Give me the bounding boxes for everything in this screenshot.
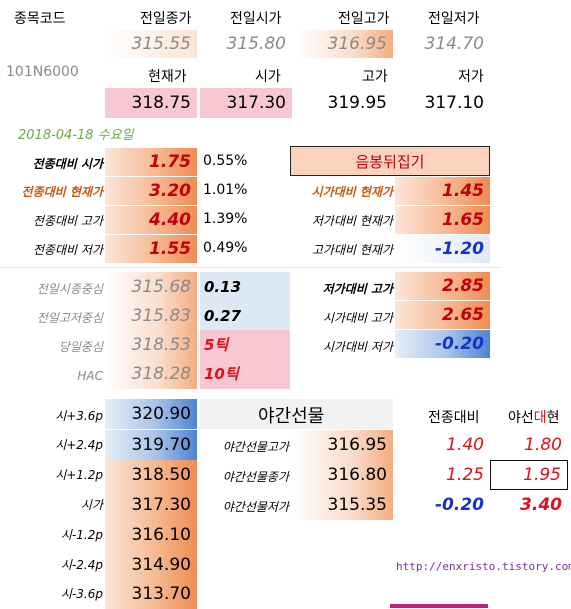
night-col-gap: 야선대현 <box>508 410 560 426</box>
vs-prev-pct-2: 1.39% <box>203 211 248 227</box>
night-col-prev: 전종대비 <box>428 410 480 426</box>
vs-prev-label-3: 전종대비 저가 <box>32 243 103 257</box>
code-label: 종목코드 <box>14 11 66 27</box>
vs-prev-pct-1: 1.01% <box>203 182 248 198</box>
candle-label-1: 저가대비 현재가 <box>311 214 393 228</box>
prev-low-value: 314.70 <box>424 34 484 54</box>
night-value-0: 316.95 <box>292 430 393 460</box>
high-value: 319.95 <box>327 93 387 113</box>
night-value-2: 315.35 <box>292 490 393 520</box>
range-label-2: 시가대비 저가 <box>322 340 393 354</box>
center-extra-2: 5틱 <box>200 330 290 360</box>
open-value: 317.30 <box>200 88 292 118</box>
current-label: 현재가 <box>148 69 187 85</box>
open-label: 시가 <box>255 69 281 85</box>
level-value-4: 316.10 <box>105 520 197 550</box>
level-label-5: 시-2.4p <box>60 558 103 572</box>
vs-prev-pct-0: 0.55% <box>203 153 248 169</box>
vs-prev-pct-3: 0.49% <box>203 240 248 256</box>
prev-low-label: 전일저가 <box>428 11 480 27</box>
center-label-0: 전일시종중심 <box>36 282 103 296</box>
high-label: 고가 <box>362 69 388 85</box>
vs-prev-value-1: 3.20 <box>105 177 197 205</box>
candle-value-0: 1.45 <box>395 177 490 205</box>
night-label-1: 야간선물종가 <box>222 470 289 484</box>
level-label-1: 시+2.4p <box>55 438 103 452</box>
prev-open-value: 315.80 <box>226 34 286 54</box>
level-value-5: 314.90 <box>105 550 197 580</box>
night-label-0: 야간선물고가 <box>222 440 289 454</box>
range-value-0: 2.85 <box>395 272 490 300</box>
prev-close-value: 315.55 <box>105 30 197 58</box>
vs-prev-label-1: 전종대비 현재가 <box>21 185 103 199</box>
center-value-3: 318.28 <box>105 359 197 389</box>
level-value-6: 313.70 <box>105 579 197 609</box>
night-vs-prev-2: -0.20 <box>435 495 484 515</box>
level-value-1: 319.70 <box>105 430 197 460</box>
vs-prev-label-0: 전종대비 시가 <box>32 157 103 171</box>
night-value-1: 316.80 <box>292 460 393 490</box>
night-vs-prev-1: 1.25 <box>446 465 484 485</box>
current-value: 318.75 <box>105 88 197 118</box>
center-extra-3: 10틱 <box>200 359 290 389</box>
level-label-0: 시+3.6p <box>55 409 103 423</box>
prev-high-value: 316.95 <box>297 30 393 58</box>
prev-high-label: 전일고가 <box>338 11 390 27</box>
date-text: 2018-04-18 수요일 <box>18 128 134 143</box>
center-extra-1: 0.27 <box>200 301 290 331</box>
center-value-0: 315.68 <box>105 272 197 302</box>
low-value: 317.10 <box>424 93 484 113</box>
range-label-1: 시가대비 고가 <box>322 311 393 325</box>
divider <box>0 267 500 268</box>
center-label-1: 전일고저중심 <box>36 311 103 325</box>
level-value-3: 317.30 <box>105 490 197 520</box>
vs-prev-value-2: 4.40 <box>105 206 197 234</box>
night-title: 야간선물 <box>258 406 325 427</box>
center-value-2: 318.53 <box>105 330 197 360</box>
level-label-3: 시가 <box>80 498 103 512</box>
center-label-3: HAC <box>77 369 103 383</box>
center-label-2: 당일중심 <box>58 340 103 354</box>
low-label: 저가 <box>458 69 484 85</box>
night-vs-cur-2: 3.40 <box>520 495 562 515</box>
range-value-1: 2.65 <box>395 301 490 329</box>
candle-label-2: 고가대비 현재가 <box>311 243 393 257</box>
level-label-4: 시-1.2p <box>60 528 103 542</box>
code-value: 101N6000 <box>6 64 79 80</box>
night-title-bg <box>200 399 393 429</box>
center-value-1: 315.83 <box>105 301 197 331</box>
candle-value-1: 1.65 <box>395 206 490 234</box>
night-label-2: 야간선물저가 <box>222 500 289 514</box>
center-extra-0: 0.13 <box>200 272 290 302</box>
night-vs-cur-1: 1.95 <box>490 460 568 490</box>
footer-accent-bar <box>390 604 488 608</box>
vs-prev-label-2: 전종대비 고가 <box>32 214 103 228</box>
level-value-0: 320.90 <box>105 399 197 429</box>
candle-value-2: -1.20 <box>395 235 490 263</box>
night-vs-cur-0: 1.80 <box>524 435 562 455</box>
night-vs-prev-0: 1.40 <box>446 435 484 455</box>
level-label-6: 시-3.6p <box>60 587 103 601</box>
prev-open-label: 전일시가 <box>230 11 282 27</box>
footer-url[interactable]: http://enxristo.tistory.com <box>396 560 571 573</box>
candle-title: 음봉뒤집기 <box>290 146 490 176</box>
range-value-2: -0.20 <box>395 330 490 358</box>
prev-close-label: 전일종가 <box>140 11 192 27</box>
candle-label-0: 시가대비 현재가 <box>311 185 393 199</box>
level-label-2: 시+1.2p <box>55 468 103 482</box>
vs-prev-value-3: 1.55 <box>105 235 197 263</box>
vs-prev-value-0: 1.75 <box>105 148 197 176</box>
level-value-2: 318.50 <box>105 460 197 490</box>
range-label-0: 저가대비 고가 <box>322 282 393 296</box>
